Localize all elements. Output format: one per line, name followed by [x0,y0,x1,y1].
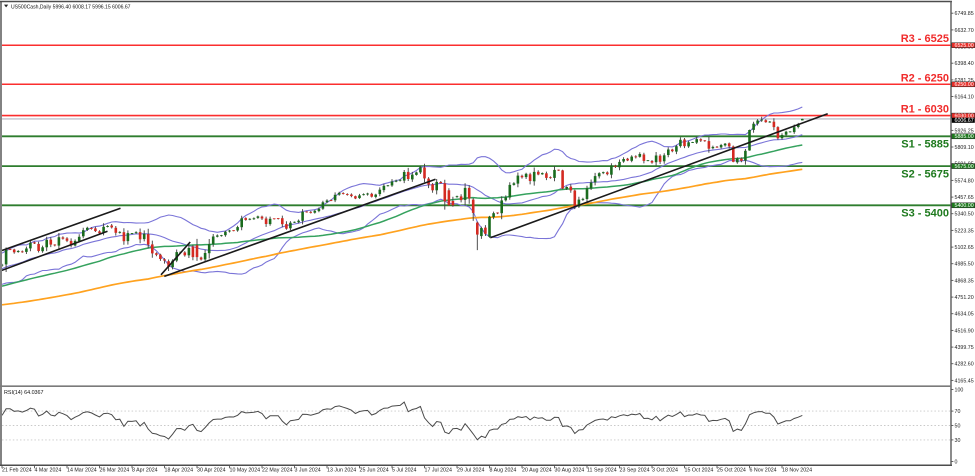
svg-text:5 Jul 2024: 5 Jul 2024 [392,468,416,474]
svg-text:30: 30 [955,438,961,444]
svg-text:4165.45: 4165.45 [955,378,974,384]
svg-text:21 Feb 2024: 21 Feb 2024 [2,468,32,474]
svg-text:S1 - 5885: S1 - 5885 [901,139,949,151]
svg-text:15 Oct 2024: 15 Oct 2024 [685,468,714,474]
svg-text:8 Aug 2024: 8 Aug 2024 [490,468,517,474]
svg-text:5574.80: 5574.80 [955,178,974,184]
svg-text:0: 0 [955,459,958,465]
svg-text:4516.90: 4516.90 [955,328,974,334]
svg-text:22 May 2024: 22 May 2024 [262,468,293,474]
svg-text:5340.50: 5340.50 [955,212,974,218]
svg-text:R3 - 6525: R3 - 6525 [901,33,949,45]
svg-text:5223.35: 5223.35 [955,228,974,234]
svg-text:6632.70: 6632.70 [955,28,974,34]
svg-text:25 Oct 2024: 25 Oct 2024 [717,468,746,474]
svg-text:6250.00: 6250.00 [955,82,974,88]
svg-text:50: 50 [955,423,961,429]
svg-text:6281.25: 6281.25 [955,78,974,84]
svg-text:4985.50: 4985.50 [955,262,974,268]
svg-text:3 Jun 2024: 3 Jun 2024 [295,468,321,474]
svg-text:6006.67: 6006.67 [955,118,974,124]
svg-text:13 Jun 2024: 13 Jun 2024 [327,468,356,474]
svg-text:5400.00: 5400.00 [955,203,974,209]
svg-text:5675.00: 5675.00 [955,164,974,170]
svg-text:29 Jul 2024: 29 Jul 2024 [457,468,484,474]
svg-text:18 Nov 2024: 18 Nov 2024 [782,468,812,474]
svg-text:5102.65: 5102.65 [955,245,974,251]
svg-text:5457.65: 5457.65 [955,195,974,201]
svg-text:6398.40: 6398.40 [955,61,974,67]
svg-text:S2 - 5675: S2 - 5675 [901,168,949,180]
svg-text:26 Mar 2024: 26 Mar 2024 [100,468,130,474]
svg-text:RSI(14) 64.0367: RSI(14) 64.0367 [4,390,44,396]
svg-text:4282.60: 4282.60 [955,362,974,368]
svg-text:4 Mar 2024: 4 Mar 2024 [35,468,62,474]
svg-text:6749.85: 6749.85 [955,11,974,17]
svg-text:10 May 2024: 10 May 2024 [230,468,261,474]
svg-text:6164.10: 6164.10 [955,94,974,100]
svg-text:5926.25: 5926.25 [955,128,974,134]
svg-text:8 Apr 2024: 8 Apr 2024 [132,468,158,474]
svg-text:100: 100 [955,387,964,393]
svg-text:S3 - 5400: S3 - 5400 [901,208,949,220]
svg-text:23 Sep 2024: 23 Sep 2024 [620,468,650,474]
svg-text:3 Oct 2024: 3 Oct 2024 [652,468,678,474]
svg-text:70: 70 [955,409,961,415]
svg-text:R2 - 6250: R2 - 6250 [901,72,949,84]
svg-text:6525.00: 6525.00 [955,43,974,49]
svg-text:4399.75: 4399.75 [955,345,974,351]
svg-text:4868.35: 4868.35 [955,278,974,284]
svg-text:30 Aug 2024: 30 Aug 2024 [555,468,585,474]
svg-text:11 Sep 2024: 11 Sep 2024 [587,468,617,474]
svg-text:14 Mar 2024: 14 Mar 2024 [67,468,97,474]
svg-text:R1 - 6030: R1 - 6030 [901,104,949,116]
svg-text:6030.00: 6030.00 [955,114,974,120]
svg-text:25 Jun 2024: 25 Jun 2024 [360,468,389,474]
svg-text:5885.00: 5885.00 [955,134,974,140]
svg-text:US500Cash,Daily 5996.40 6008.: US500Cash,Daily 5996.40 6008.17 5996.15 … [11,5,131,11]
svg-text:5809.10: 5809.10 [955,145,974,151]
svg-text:4751.20: 4751.20 [955,295,974,301]
svg-text:30 Apr 2024: 30 Apr 2024 [197,468,226,474]
svg-text:17 Jul 2024: 17 Jul 2024 [425,468,452,474]
svg-text:20 Aug 2024: 20 Aug 2024 [522,468,552,474]
svg-text:18 Apr 2024: 18 Apr 2024 [165,468,194,474]
svg-text:4634.05: 4634.05 [955,312,974,318]
svg-text:6 Nov 2024: 6 Nov 2024 [750,468,777,474]
